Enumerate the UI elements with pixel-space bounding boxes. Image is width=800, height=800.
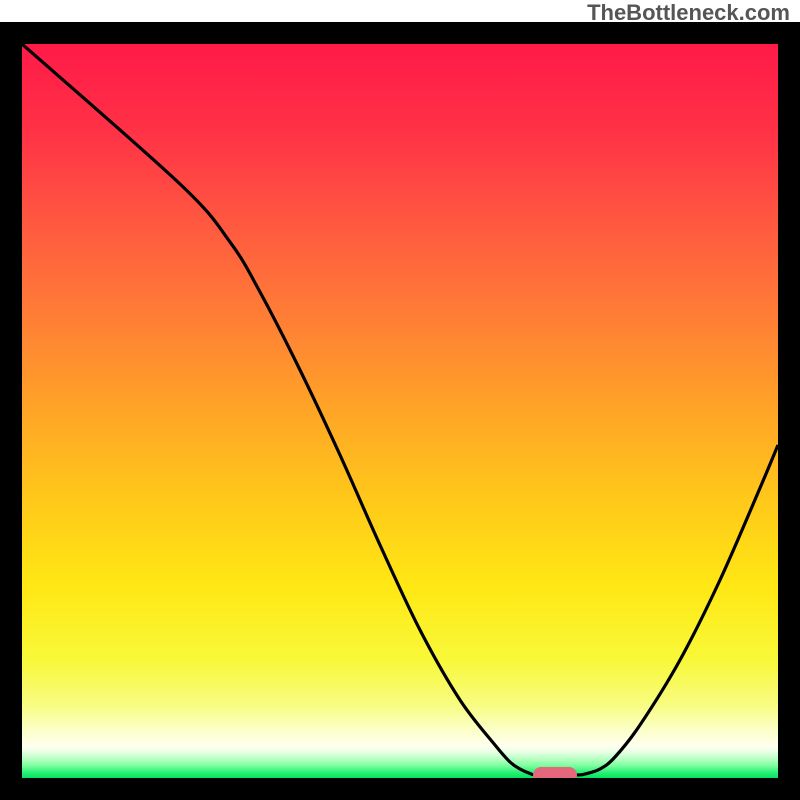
plot-gradient-background (22, 44, 778, 778)
bottleneck-chart (0, 0, 800, 800)
chart-container: TheBottleneck.com (0, 0, 800, 800)
watermark-text: TheBottleneck.com (587, 0, 790, 26)
